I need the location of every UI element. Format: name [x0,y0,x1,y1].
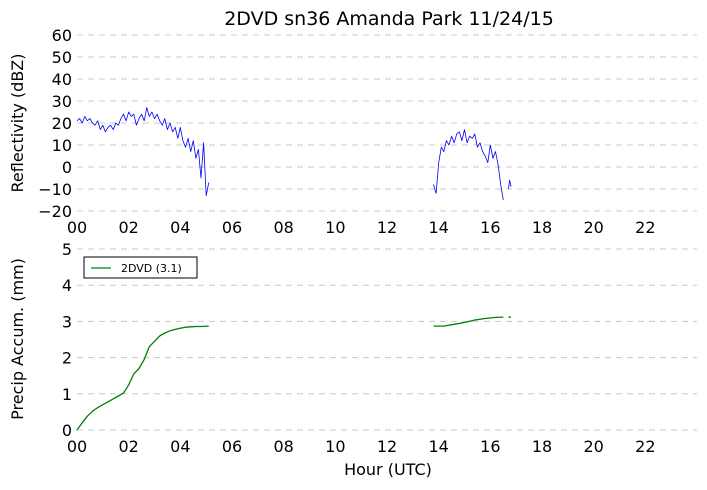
chart-title: 2DVD sn36 Amanda Park 11/24/15 [224,8,554,30]
reflectivity-y-tick-label: 10 [52,136,72,155]
reflectivity-series-line [433,129,504,201]
reflectivity-x-tick-label: 04 [170,218,190,237]
legend: 2DVD (3.1) [83,256,198,279]
reflectivity-x-tick-label: 16 [480,218,500,237]
reflectivity-y-tick-label: 40 [52,70,72,89]
reflectivity-y-tick-label: −20 [38,202,72,221]
reflectivity-series-line [76,107,210,197]
precip-y-tick-label: 3 [62,312,72,331]
reflectivity-x-tick-label: 02 [118,218,138,237]
reflectivity-x-tick-label: 18 [532,218,552,237]
reflectivity-y-tick-label: 60 [52,26,72,45]
reflectivity-series-line [508,179,512,190]
reflectivity-x-tick-label: 06 [222,218,242,237]
precip-x-tick-label: 04 [170,437,190,456]
legend-box [83,256,198,279]
precip-y-tick-label: 5 [62,240,72,259]
reflectivity-y-tick-label: 20 [52,114,72,133]
reflectivity-x-tick-label: 10 [325,218,345,237]
precip-x-tick-label: 20 [583,437,603,456]
reflectivity-y-tick-label: 50 [52,48,72,67]
precip-x-tick-label: 10 [325,437,345,456]
precip-x-tick-label: 06 [222,437,242,456]
reflectivity-x-tick-label: 08 [273,218,293,237]
precip-y-tick-label: 2 [62,349,72,368]
precip-x-tick-label: 22 [635,437,655,456]
reflectivity-x-tick-label: 00 [67,218,87,237]
precip-y-tick-label: 1 [62,385,72,404]
precip-x-tick-label: 02 [118,437,138,456]
reflectivity-y-tick-label: −10 [38,180,72,199]
precip-x-tick-label: 12 [377,437,397,456]
precip-x-tick-label: 14 [428,437,448,456]
reflectivity-x-tick-label: 22 [635,218,655,237]
precip-x-tick-label: 16 [480,437,500,456]
precip-x-tick-label: 08 [273,437,293,456]
reflectivity-y-tick-label: 30 [52,92,72,111]
precip-x-tick-label: 18 [532,437,552,456]
legend-label: 2DVD (3.1) [121,262,182,275]
reflectivity-x-tick-label: 12 [377,218,397,237]
reflectivity-x-tick-label: 20 [583,218,603,237]
x-axis-label: Hour (UTC) [344,460,432,479]
precip-y-tick-label: 0 [62,421,72,440]
precip-x-tick-label: 00 [67,437,87,456]
precip-series-line [433,316,504,327]
precip-y-tick-label: 4 [62,276,72,295]
reflectivity-y-tick-label: 0 [62,158,72,177]
precip-y-axis-label: Precip Accum. (mm) [8,258,27,420]
precip-series-line [76,325,209,431]
reflectivity-x-tick-label: 14 [428,218,448,237]
reflectivity-y-axis-label: Reflectivity (dBZ) [8,54,27,193]
